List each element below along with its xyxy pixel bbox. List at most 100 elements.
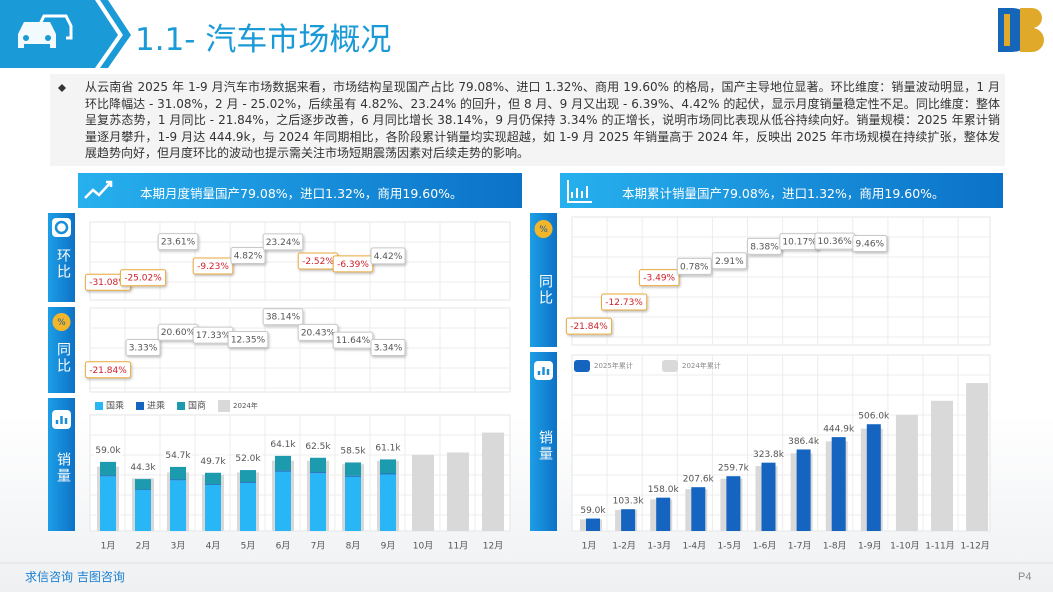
- bar: [761, 462, 776, 531]
- bar-segment: [345, 475, 361, 477]
- panel-header: [560, 173, 1003, 208]
- car-icon: [18, 14, 73, 48]
- callout-box: [84, 361, 132, 379]
- data-label: -2.52%: [302, 257, 334, 267]
- data-label: 3.33%: [129, 343, 158, 353]
- data-label: 11.64%: [336, 336, 371, 346]
- total-label: 62.5k: [305, 442, 331, 452]
- callout-box: [852, 234, 888, 252]
- bar: [691, 487, 706, 531]
- legend-swatch: [574, 360, 590, 372]
- legend-swatch: [218, 400, 231, 412]
- bar-segment: [100, 475, 116, 477]
- data-label: 158.0k: [648, 485, 680, 495]
- bar-segment: [275, 471, 291, 531]
- total-label-bg: [94, 443, 122, 456]
- bar-segment: [100, 476, 116, 531]
- total-label-bg: [129, 461, 157, 474]
- total-label-bg: [234, 452, 262, 465]
- x-tick-label: 1-6月: [753, 541, 777, 552]
- data-label: 207.6k: [683, 475, 715, 485]
- footer-brand: 求信咨询 吉图咨询: [25, 570, 125, 584]
- chart-icon: [567, 180, 592, 203]
- data-label: -3.49%: [643, 274, 675, 284]
- bar-segment: [240, 482, 256, 483]
- bar: [831, 437, 846, 531]
- data-label: -6.39%: [337, 260, 369, 270]
- x-tick-label: 10月: [413, 541, 433, 552]
- side-label: 同比: [55, 342, 71, 374]
- bar-segment: [135, 489, 151, 531]
- slide-title: 1.1- 汽车市场概况: [135, 22, 392, 58]
- x-tick-label: 8月: [346, 541, 361, 552]
- total-label: 49.7k: [200, 457, 226, 467]
- svg-text:%: %: [57, 318, 66, 328]
- bar-segment: [205, 484, 221, 531]
- legend-label: 2025年累计: [594, 361, 633, 370]
- plot-area: [571, 354, 991, 532]
- data-label: 17.33%: [196, 331, 231, 341]
- bar-segment: [275, 455, 291, 471]
- total-label: 44.3k: [130, 463, 156, 473]
- callout-box: [711, 252, 747, 270]
- total-label-bg: [269, 437, 297, 450]
- total-label-bg: [374, 441, 402, 454]
- data-label: -21.84%: [570, 322, 608, 332]
- summary-box: [50, 74, 1005, 166]
- total-label: 61.1k: [375, 443, 401, 453]
- x-tick-label: 1-10月: [890, 541, 919, 552]
- x-tick-label: 1-3月: [647, 541, 671, 552]
- data-label: -31.08%: [89, 278, 127, 288]
- callout-box: [601, 293, 648, 311]
- x-tick-label: 7月: [311, 541, 326, 552]
- bar: [621, 509, 636, 531]
- bar: [656, 497, 671, 531]
- data-label: 103.3k: [613, 497, 645, 507]
- x-tick-label: 12月: [483, 541, 503, 552]
- bar-segment: [240, 470, 256, 483]
- x-tick-label: 3月: [171, 541, 186, 552]
- x-tick-label: 1-8月: [823, 541, 847, 552]
- callout-box: [230, 247, 266, 265]
- x-tick-label: 5月: [241, 541, 256, 552]
- side-label: 同比: [537, 274, 553, 306]
- legend-swatch: [95, 402, 103, 410]
- bar-2024: [447, 452, 469, 531]
- logo-band: [0, 0, 118, 68]
- trend-icon: [84, 180, 113, 199]
- bar-segment: [100, 461, 116, 476]
- callout-box: [125, 338, 161, 356]
- bar: [866, 424, 881, 531]
- bar-segment: [345, 462, 361, 476]
- bar-segment: [205, 484, 221, 485]
- bar: [796, 449, 811, 531]
- callout-box: [119, 269, 167, 287]
- side-label: 环比: [55, 248, 71, 280]
- data-label: 0.78%: [680, 262, 709, 272]
- bar-segment: [240, 482, 256, 531]
- legend-label: 国乘: [106, 400, 124, 412]
- callout-box: [227, 331, 269, 349]
- bar-2024: [412, 454, 434, 531]
- panel-header: [78, 173, 522, 208]
- x-tick-label: 9月: [381, 541, 396, 552]
- bar: [726, 476, 741, 531]
- total-label-bg: [164, 448, 192, 461]
- bar: [895, 414, 918, 531]
- bar: [966, 383, 989, 531]
- data-label: 23.61%: [161, 238, 196, 248]
- data-label: 2.91%: [715, 257, 744, 267]
- logo-chevron: [100, 0, 131, 68]
- summary-text: 从云南省 2025 年 1-9 月汽车市场数据来看，市场结构呈现国产占比 79.…: [85, 80, 1000, 161]
- bar-segment: [310, 457, 326, 473]
- bar-segment: [380, 474, 396, 531]
- x-tick-label: 1-7月: [788, 541, 812, 552]
- x-tick-label: 1-4月: [682, 541, 706, 552]
- data-label: 23.24%: [266, 238, 301, 248]
- bar-segment: [205, 472, 221, 485]
- brand-logo: [998, 8, 1044, 52]
- total-label: 59.0k: [95, 446, 121, 456]
- data-label: 259.7k: [718, 464, 750, 474]
- legend-swatch: [177, 402, 186, 410]
